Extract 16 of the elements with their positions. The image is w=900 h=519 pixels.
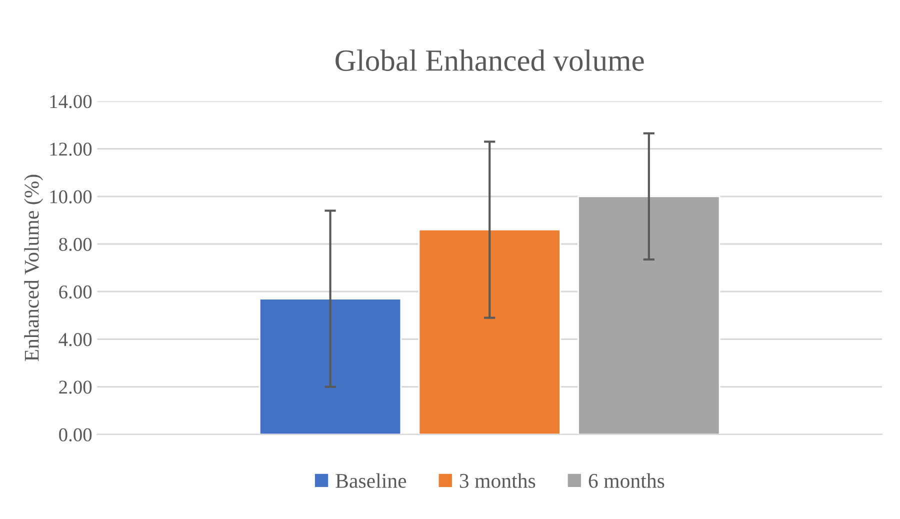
bar <box>258 298 402 434</box>
legend-label: 6 months <box>588 473 664 488</box>
bar <box>578 196 720 434</box>
legend-label: Baseline <box>336 473 406 488</box>
y-tick-label: 10.00 <box>50 190 92 204</box>
y-tick-label: 0.00 <box>59 428 92 442</box>
y-tick-label: 6.00 <box>59 285 92 299</box>
y-axis-title: Enhanced Volume (%) <box>24 174 44 362</box>
legend-label: 3 months <box>460 473 536 488</box>
y-tick-label: 2.00 <box>59 380 92 394</box>
y-tick-label: 4.00 <box>58 333 92 346</box>
bar <box>418 229 561 434</box>
y-tick-label: 8.00 <box>59 238 92 252</box>
y-tick-label: 14.00 <box>50 95 92 108</box>
y-tick-label: 12.00 <box>50 142 92 156</box>
chart-title: Global Enhanced volume <box>336 49 644 71</box>
